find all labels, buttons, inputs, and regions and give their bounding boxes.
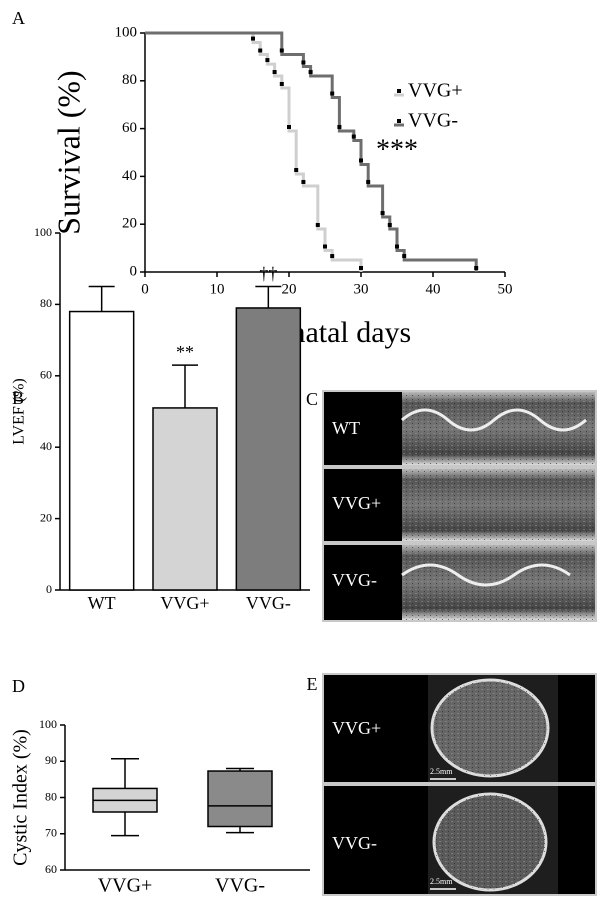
censor-marker <box>272 70 277 75</box>
significance-label: ** <box>176 342 194 362</box>
censor-marker <box>337 124 342 129</box>
x-tick-label: VVG+ <box>98 875 153 897</box>
y-tick-label: 0 <box>130 263 138 279</box>
scale-bar-label: 2.5mm <box>430 877 453 886</box>
legend-label: VVG+ <box>408 80 463 102</box>
image-label: VVG+ <box>332 718 381 738</box>
censor-marker <box>359 158 363 163</box>
censor-marker <box>301 60 306 65</box>
censor-marker <box>402 254 407 259</box>
x-tick-label: 30 <box>354 281 369 297</box>
x-tick-label: 10 <box>210 281 225 297</box>
y-tick-label: 100 <box>39 717 57 731</box>
censor-marker <box>359 266 363 270</box>
bar <box>68 310 135 591</box>
censor-marker <box>287 124 291 129</box>
censor-marker <box>323 244 327 249</box>
panel-c-images <box>322 390 597 622</box>
x-tick-label: VVG- <box>215 875 265 897</box>
x-tick-label: 0 <box>141 281 149 297</box>
censor-marker <box>251 36 255 41</box>
censor-marker <box>279 48 284 53</box>
x-tick-label: WT <box>88 593 116 613</box>
bar <box>152 407 218 591</box>
panel-label: B <box>12 388 24 408</box>
y-axis-title: Survival (%) <box>50 70 86 234</box>
y-tick-label: 90 <box>45 753 57 767</box>
censor-marker <box>258 48 263 53</box>
y-tick-label: 60 <box>40 368 52 382</box>
censor-marker <box>308 70 313 75</box>
y-tick-label: 80 <box>122 72 137 88</box>
y-axis-title: LVEF (%) <box>11 378 28 445</box>
y-tick-label: 100 <box>34 225 52 239</box>
y-tick-label: 20 <box>40 510 52 524</box>
censor-marker <box>301 179 306 184</box>
image-label: VVG- <box>332 833 377 853</box>
x-tick-label: 40 <box>426 281 441 297</box>
legend-symbol <box>397 89 401 93</box>
y-tick-label: 80 <box>45 789 57 803</box>
y-axis-title: Cystic Index (%) <box>10 729 32 866</box>
y-tick-label: 0 <box>46 582 52 596</box>
y-tick-label: 60 <box>122 120 137 136</box>
panel-e-images <box>322 673 597 896</box>
bar <box>235 307 302 591</box>
scale-bar-label: 2.5mm <box>430 767 453 776</box>
censor-marker <box>330 91 335 96</box>
legend-label: VVG- <box>408 110 458 132</box>
censor-marker <box>395 244 399 249</box>
censor-marker <box>330 254 335 259</box>
survival-line <box>145 31 363 272</box>
survival-line <box>145 31 478 272</box>
censor-marker <box>380 211 385 216</box>
y-tick-label: 80 <box>40 296 52 310</box>
x-tick-label: 50 <box>498 281 513 297</box>
censor-marker <box>315 222 320 227</box>
censor-marker <box>351 134 356 139</box>
image-label: WT <box>332 418 360 438</box>
y-tick-label: 40 <box>40 439 52 453</box>
legend-symbol <box>397 119 401 123</box>
y-tick-label: 40 <box>122 168 137 184</box>
y-tick-label: 20 <box>122 216 137 232</box>
y-tick-label: 60 <box>45 862 57 876</box>
image-label: VVG+ <box>332 493 381 513</box>
panel-label: E <box>307 674 318 694</box>
censor-marker <box>366 179 371 184</box>
censor-marker <box>387 222 392 227</box>
censor-marker <box>294 168 299 173</box>
panel-label: C <box>306 389 318 409</box>
y-tick-label: 100 <box>115 24 138 40</box>
censor-marker <box>474 266 479 270</box>
box <box>207 770 273 828</box>
censor-marker <box>279 81 284 86</box>
x-tick-label: VVG- <box>246 593 291 613</box>
significance-label: †† <box>259 264 277 284</box>
x-tick-label: VVG+ <box>160 593 209 613</box>
x-tick-label: 20 <box>282 281 297 297</box>
panel-label: A <box>12 8 25 28</box>
annotation: *** <box>376 134 418 165</box>
panel-label: D <box>12 676 25 696</box>
censor-marker <box>265 58 270 63</box>
image-label: VVG- <box>332 570 377 590</box>
y-tick-label: 70 <box>45 826 57 840</box>
